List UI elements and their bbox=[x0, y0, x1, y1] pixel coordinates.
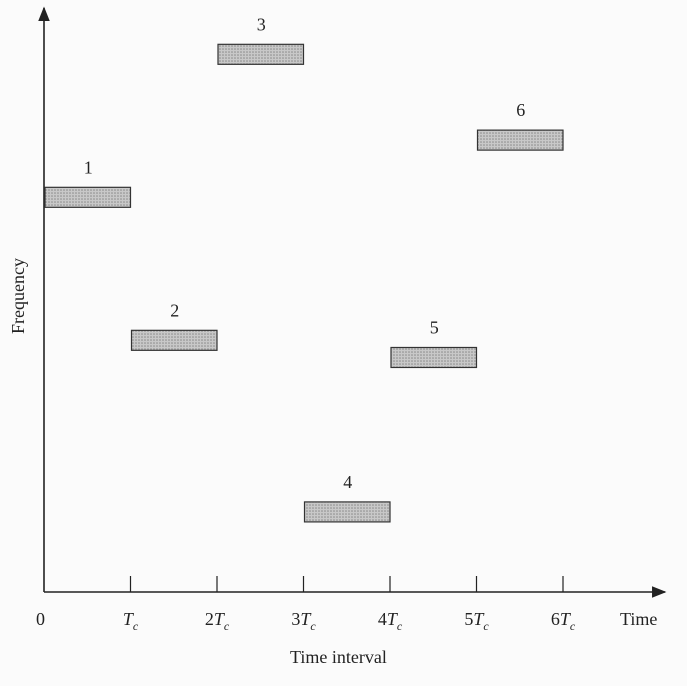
hop-bar-6 bbox=[476, 129, 564, 151]
x-tick-label: 3Tc bbox=[291, 609, 316, 633]
hop-bar-1 bbox=[44, 186, 132, 208]
hop-label-1: 1 bbox=[84, 157, 93, 177]
hop-bar-5 bbox=[390, 346, 478, 369]
x-tick-label: 4Tc bbox=[378, 609, 403, 633]
hop-bar-4 bbox=[303, 501, 391, 523]
hop-label-6: 6 bbox=[516, 100, 525, 120]
x-tick-label: 6Tc bbox=[551, 609, 576, 633]
hop-bar-2 bbox=[130, 329, 218, 351]
hop-label-4: 4 bbox=[343, 472, 352, 492]
x-tick-label: 5Tc bbox=[464, 609, 489, 633]
hop-bars: 1 2 3 4 5 6 bbox=[44, 14, 564, 523]
origin-label: 0 bbox=[36, 609, 45, 629]
x-ticks bbox=[129, 576, 564, 592]
x-tick-labels: Tc 2Tc 3Tc 4Tc 5Tc 6Tc bbox=[123, 609, 576, 633]
hop-label-5: 5 bbox=[430, 317, 439, 337]
hop-label-2: 2 bbox=[170, 300, 179, 320]
hop-bar-3 bbox=[217, 43, 305, 65]
x-tick-label: 2Tc bbox=[205, 609, 230, 633]
y-axis-title: Frequency bbox=[8, 258, 28, 334]
hop-label-3: 3 bbox=[257, 14, 266, 34]
x-axis-subtitle: Time interval bbox=[290, 647, 387, 667]
x-tick-label: Tc bbox=[123, 609, 139, 633]
x-axis-title: Time bbox=[620, 609, 657, 629]
